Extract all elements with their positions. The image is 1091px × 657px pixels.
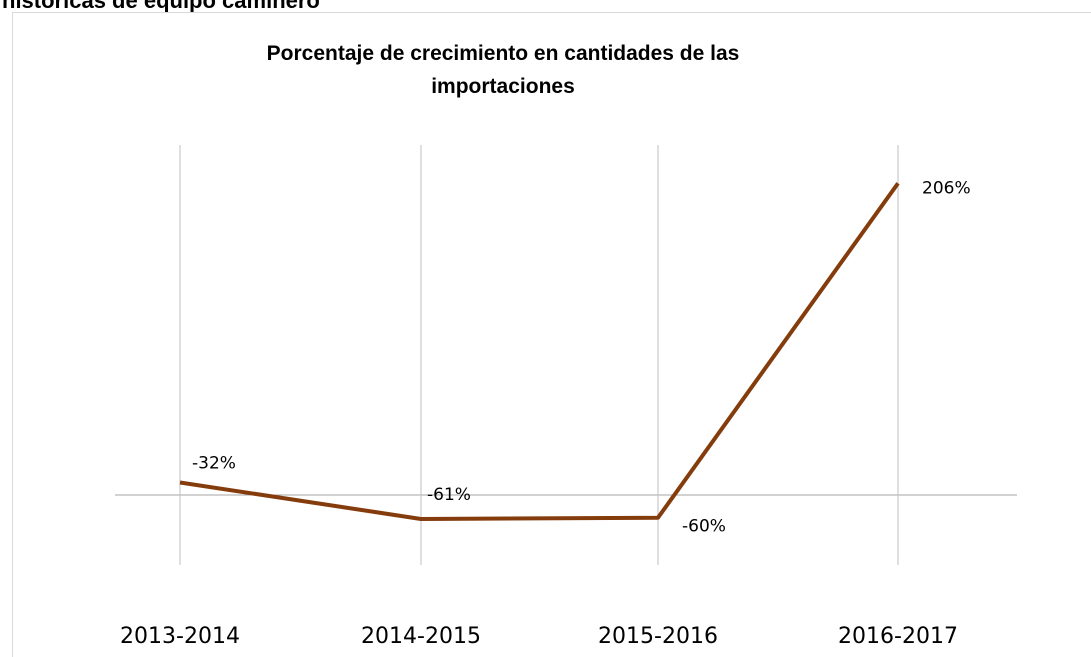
- data-label: 206%: [922, 178, 971, 198]
- data-label: -60%: [682, 517, 726, 537]
- data-line: [179, 182, 900, 521]
- x-tick-label: 2016-2017: [838, 624, 958, 649]
- chart-title: importaciones: [431, 75, 575, 98]
- chart-title: Porcentaje de crecimiento en cantidades …: [267, 42, 740, 65]
- x-tick-label: 2014-2015: [361, 624, 481, 649]
- data-label: -32%: [192, 454, 236, 474]
- x-tick-label: 2013-2014: [120, 624, 240, 649]
- data-label: -61%: [427, 485, 471, 505]
- chart-border: [12, 12, 1091, 657]
- x-tick-label: 2015-2016: [598, 624, 718, 649]
- page-heading: históricas de equipo caminero: [2, 0, 320, 13]
